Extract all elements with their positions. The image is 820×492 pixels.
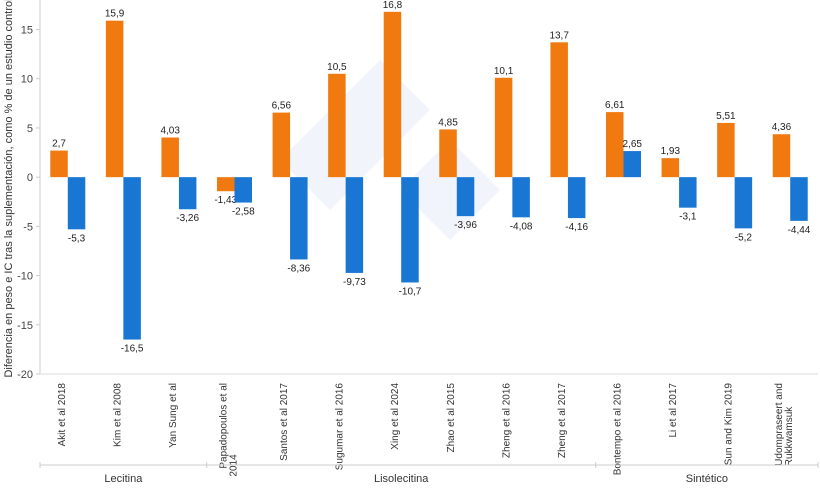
- x-tick-label: Zheng et al 2017: [557, 383, 568, 458]
- bar-series1: [328, 73, 346, 178]
- data-label: -16,5: [121, 344, 144, 355]
- bar-series1: [494, 77, 513, 178]
- data-label: -3,1: [679, 212, 697, 223]
- bar-series1: [661, 158, 680, 178]
- data-label: 6,56: [272, 101, 292, 112]
- x-tick-label: Sun and Kim 2019: [724, 383, 735, 466]
- data-label: 13,7: [549, 30, 569, 41]
- data-label: 1,93: [661, 146, 681, 157]
- data-label: 10,5: [327, 62, 347, 73]
- bar-series1: [383, 11, 402, 178]
- bar-series1: [161, 137, 179, 178]
- data-label: 16,8: [383, 0, 403, 11]
- data-label: -5,2: [735, 232, 753, 243]
- y-tick-label: 10: [21, 74, 33, 86]
- y-axis: -20 -15 -10 -5 0 5 10 15: [17, 0, 818, 381]
- x-tick-label-line: Rukkwamsuk: [784, 406, 795, 466]
- bar-series1: [50, 150, 68, 178]
- y-tick-label: -10: [17, 271, 33, 283]
- x-tick-label: Li et al 2017: [668, 383, 679, 438]
- x-tick-label: Zhao et al 2015: [446, 383, 457, 453]
- data-label: -3,96: [454, 220, 477, 231]
- group-label: Lecitina: [104, 473, 143, 485]
- data-label: -4,16: [565, 222, 588, 233]
- bars: 2,7 -5,3 15,9 -16,5 4,03 -3,26 -1,43-2,58 6,56 -…: [50, 0, 811, 355]
- x-tick-label: Santos et al 2017: [279, 383, 290, 461]
- data-label: 4,36: [772, 122, 792, 133]
- group-label: Lisolecitina: [374, 473, 429, 485]
- x-tick-label: Kim et al 2008: [112, 383, 123, 447]
- data-label: 4,85: [438, 117, 458, 128]
- bar-series2: [234, 177, 252, 203]
- data-label: -3,26: [176, 213, 199, 224]
- y-tick-label: -20: [17, 369, 33, 381]
- x-tick-label: Sugumar et al 2016: [335, 383, 346, 471]
- bar-series1: [272, 112, 291, 178]
- data-label: -4,08: [510, 221, 533, 232]
- bar-series2: [67, 177, 86, 230]
- data-label: -5,3: [68, 233, 86, 244]
- x-tick-label: Yan Sung et al: [168, 383, 179, 448]
- data-label: 2,7: [52, 139, 66, 150]
- bar-series2: [345, 177, 364, 273]
- data-label: -2,58: [232, 207, 255, 218]
- x-tick-label-line: Udompraseert and: [774, 383, 785, 466]
- x-tick-label: Udompraseert andRukkwamsuk: [774, 383, 795, 466]
- bar-series2: [567, 177, 586, 219]
- group-label: Sintético: [686, 473, 728, 485]
- bar-series1: [439, 129, 457, 178]
- x-tick-label-line: Papadopoulos et al: [219, 383, 230, 469]
- bar-series1: [217, 177, 235, 192]
- bar-series1: [105, 20, 124, 178]
- x-tick-label: Papadopoulos et al2014: [219, 383, 240, 477]
- bar-series2: [178, 177, 197, 210]
- y-axis-label: Diferencia en peso e IC tras la suplemen…: [3, 0, 15, 378]
- x-tick-label: Akit et al 2018: [57, 383, 68, 447]
- bar-series1: [717, 122, 735, 178]
- data-label: -9,73: [343, 277, 366, 288]
- data-label: 2,65: [623, 139, 643, 150]
- y-tick-label: 5: [27, 123, 33, 135]
- x-tick-label: Bontempo et al 2016: [613, 383, 624, 476]
- bar-series2: [679, 177, 697, 208]
- x-axis-labels: Akit et al 2018 Kim et al 2008 Yan Sung et…: [57, 383, 795, 477]
- data-label: 6,61: [605, 100, 625, 111]
- data-label: -10,7: [399, 286, 422, 297]
- y-tick-label: -15: [17, 320, 33, 332]
- y-tick-label: -5: [23, 221, 33, 233]
- bar-series2: [401, 177, 419, 283]
- bar-series2: [290, 177, 308, 260]
- data-label: 5,51: [716, 111, 736, 122]
- category-groups: Lecitina Lisolecitina Sintético: [39, 462, 819, 485]
- data-label: 10,1: [494, 66, 514, 77]
- bar-series2: [123, 177, 141, 340]
- bar-series2: [734, 177, 753, 229]
- bar-series2: [512, 177, 530, 218]
- data-label: 15,9: [105, 9, 125, 20]
- y-tick-label: 15: [21, 25, 33, 37]
- bar-series2: [790, 177, 808, 221]
- bar-series1: [550, 42, 568, 178]
- bar-series1: [772, 134, 791, 178]
- data-label: -1,43: [214, 195, 237, 206]
- data-label: 4,03: [160, 125, 180, 136]
- data-label: -4,44: [788, 225, 811, 236]
- bar-series1: [606, 112, 624, 178]
- bar-series2: [456, 177, 475, 217]
- x-tick-label: Zheng et al 2016: [501, 383, 512, 458]
- x-tick-label: Xing et al 2024: [390, 383, 401, 450]
- data-label: -8,36: [287, 263, 310, 274]
- y-tick-label: 0: [27, 172, 33, 184]
- bar-series2: [623, 151, 641, 178]
